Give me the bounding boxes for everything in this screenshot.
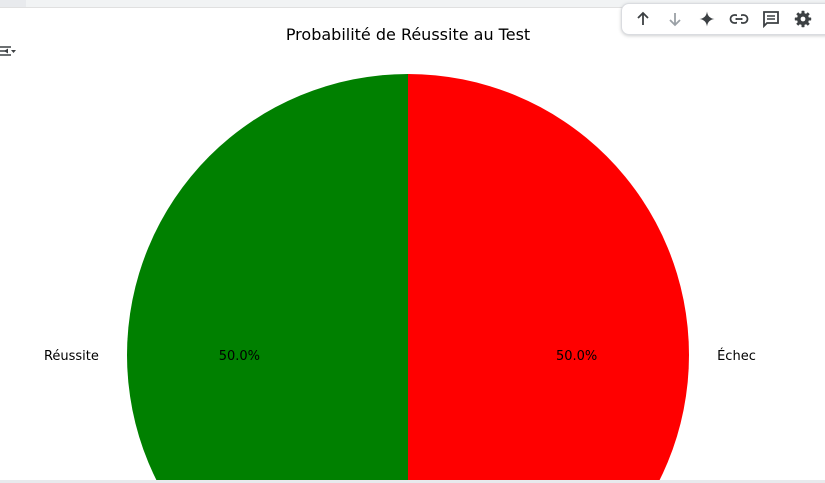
slice-percent-label: 50.0% [219,349,260,364]
gear-icon [794,10,812,28]
sparkle-icon [698,10,716,28]
gemini-button[interactable] [691,5,723,33]
move-down-icon [666,10,684,28]
slice-category-label: Échec [717,348,756,364]
more-button[interactable] [819,5,825,33]
move-up-button[interactable] [627,5,659,33]
copy-link-button[interactable] [723,5,755,33]
add-comment-button[interactable] [755,5,787,33]
settings-button[interactable] [787,5,819,33]
pie-slice-2 [408,74,689,483]
chart-title: Probabilité de Réussite au Test [286,25,530,44]
move-down-button[interactable] [659,5,691,33]
move-up-icon [634,10,652,28]
pie-slice-1 [127,74,408,483]
slice-percent-label: 50.0% [556,349,597,364]
link-icon [729,10,749,28]
comment-icon [762,10,780,28]
cell-toolbar [621,3,825,35]
slice-category-label: Réussite [44,349,99,364]
